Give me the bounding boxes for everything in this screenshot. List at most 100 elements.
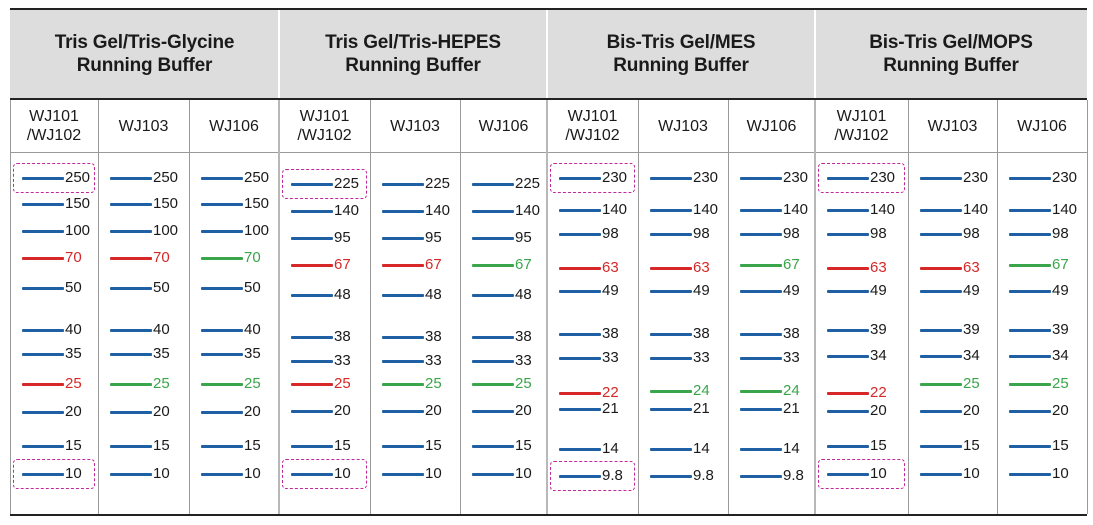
marker-band [920, 209, 962, 212]
band-label: 230 [693, 169, 719, 186]
band-label: 150 [153, 195, 179, 212]
band-label: 225 [334, 175, 360, 192]
marker-band [382, 336, 424, 339]
marker-band [920, 355, 962, 358]
marker-band [472, 183, 514, 186]
band-label: 9.8 [693, 467, 714, 484]
marker-band [291, 445, 333, 448]
band-label: 140 [870, 201, 896, 218]
band-label: 39 [870, 321, 887, 338]
marker-band [201, 230, 243, 233]
band-label: 25 [65, 375, 82, 392]
marker-band [740, 448, 782, 451]
band-label: 150 [244, 195, 270, 212]
marker-band [110, 411, 152, 414]
marker-band [110, 287, 152, 290]
highlight-box [282, 459, 367, 489]
lane-divider [728, 100, 729, 514]
marker-band [382, 383, 424, 386]
band-label: 10 [1052, 465, 1069, 482]
band-label: 63 [870, 259, 887, 276]
band-label: 140 [515, 202, 541, 219]
band-label: 49 [783, 282, 800, 299]
marker-band [291, 410, 333, 413]
lane-divider [370, 100, 371, 514]
band-label: 14 [602, 440, 619, 457]
band-label: 25 [334, 375, 351, 392]
band-label: 33 [602, 349, 619, 366]
marker-band [827, 290, 869, 293]
marker-band [559, 177, 601, 180]
band-label: 230 [870, 169, 896, 186]
band-label: 140 [693, 201, 719, 218]
marker-band [201, 257, 243, 260]
marker-band [920, 329, 962, 332]
band-label: 98 [693, 225, 710, 242]
marker-band [1009, 290, 1051, 293]
marker-band [201, 383, 243, 386]
band-label: 230 [602, 169, 628, 186]
header-separator [546, 10, 548, 98]
highlight-box [818, 459, 905, 489]
band-label: 250 [153, 169, 179, 186]
band-label: 38 [693, 325, 710, 342]
marker-band [1009, 233, 1051, 236]
marker-band [650, 408, 692, 411]
marker-band [382, 210, 424, 213]
marker-band [291, 336, 333, 339]
marker-band [201, 203, 243, 206]
band-label: 40 [244, 321, 261, 338]
marker-band [291, 294, 333, 297]
marker-band [472, 210, 514, 213]
marker-band [827, 209, 869, 212]
band-label: 22 [602, 384, 619, 401]
highlight-box [13, 163, 95, 193]
lane-header: WJ103 [370, 100, 460, 152]
top-rule [10, 8, 1087, 10]
group-header: Tris Gel/Tris-Glycine Running Buffer [10, 10, 279, 98]
band-label: 140 [602, 201, 628, 218]
band-label: 98 [870, 225, 887, 242]
group-header: Bis-Tris Gel/MOPS Running Buffer [815, 10, 1087, 98]
band-label: 225 [515, 175, 541, 192]
marker-band [110, 329, 152, 332]
band-label: 10 [65, 465, 82, 482]
marker-band [650, 233, 692, 236]
marker-band [110, 203, 152, 206]
marker-band [22, 383, 64, 386]
marker-band [291, 183, 333, 186]
marker-band [382, 445, 424, 448]
marker-band [201, 177, 243, 180]
marker-band [1009, 473, 1051, 476]
lane-divider [908, 100, 909, 514]
lane-name: WJ106 [478, 117, 529, 135]
marker-band [110, 177, 152, 180]
band-label: 38 [783, 325, 800, 342]
marker-band [1009, 209, 1051, 212]
band-label: 15 [515, 437, 532, 454]
marker-band [382, 294, 424, 297]
marker-band [920, 473, 962, 476]
header-separator [814, 10, 816, 98]
marker-band [110, 383, 152, 386]
marker-band [22, 411, 64, 414]
band-label: 230 [1052, 169, 1078, 186]
band-label: 250 [65, 169, 91, 186]
marker-band [559, 233, 601, 236]
marker-band [472, 445, 514, 448]
marker-band [920, 177, 962, 180]
marker-band [920, 267, 962, 270]
group-title: Bis-Tris Gel/MOPS Running Buffer [869, 32, 1033, 76]
band-label: 15 [244, 437, 261, 454]
marker-band [291, 264, 333, 267]
group-title: Tris Gel/Tris-HEPES Running Buffer [325, 32, 501, 76]
lane-name: WJ106 [209, 117, 259, 135]
band-label: 48 [515, 286, 532, 303]
marker-band [650, 448, 692, 451]
lane-header: WJ101 /WJ102 [547, 100, 638, 152]
marker-band [472, 294, 514, 297]
band-label: 140 [963, 201, 989, 218]
band-label: 33 [783, 349, 800, 366]
marker-band [740, 264, 782, 267]
